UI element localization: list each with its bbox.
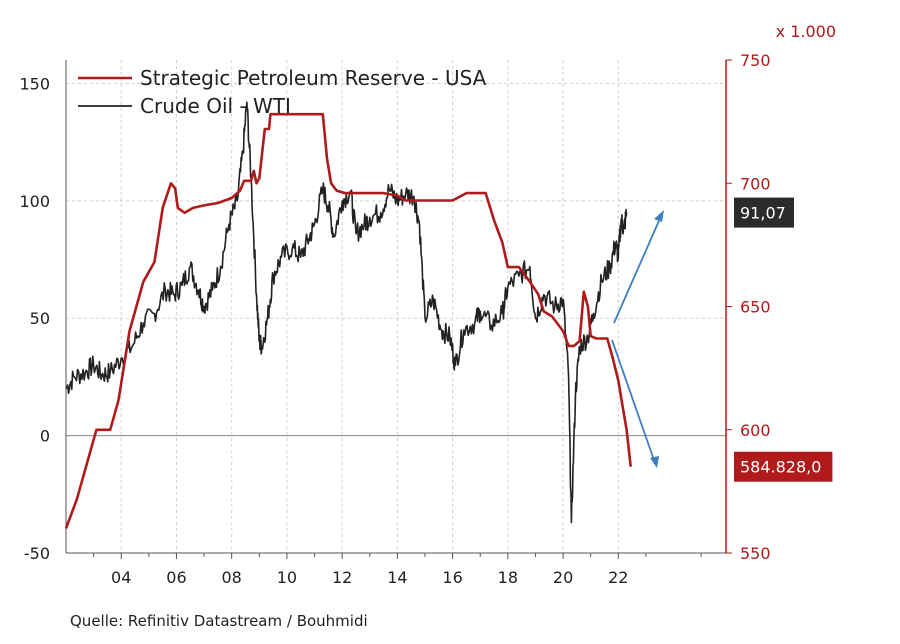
last-value-badges: 91,07 584.828,0 [734,197,833,482]
series-line-strategic-petroleum-reserve [64,112,632,529]
right-tick-label: 750 [740,51,771,70]
left-tick-label: 50 [30,309,50,328]
upward-arrow-head [654,210,664,222]
legend-label: Strategic Petroleum Reserve - USA [140,66,487,90]
last-value-badge-spr-box [734,451,833,482]
legend-label: Crude Oil - WTI [140,94,291,118]
left-tick-label: -50 [24,544,50,563]
upward-arrow [613,213,663,324]
last-value-badge-wti: 91,07 [740,204,786,223]
x-tick-label: 04 [111,568,131,587]
right-tick-label: 550 [740,544,771,563]
right-axis-multiplier: x 1.000 [776,22,836,41]
axes [65,59,732,559]
x-tick-label: 22 [608,568,628,587]
right-tick-label: 700 [740,174,771,193]
left-tick-label: 150 [19,74,50,93]
series-layer [64,101,632,529]
source-note: Quelle: Refinitiv Datastream / Bouhmidi [70,612,368,630]
forecast-arrows [611,210,664,468]
x-tick-label: 16 [442,568,462,587]
left-tick-label: 0 [40,427,50,446]
x-tick-label: 20 [553,568,573,587]
x-tick-label: 12 [332,568,352,587]
left-tick-label: 100 [19,192,50,211]
downward-arrow-head [650,456,659,468]
last-value-badge-spr: 584.828,0 [740,458,821,477]
right-tick-label: 650 [740,298,771,317]
downward-arrow [611,339,656,464]
x-tick-label: 14 [387,568,407,587]
legend: Strategic Petroleum Reserve - USA Crude O… [78,66,487,118]
x-tick-label: 08 [222,568,242,587]
x-tick-label: 18 [498,568,518,587]
gridlines [66,60,726,554]
x-tick-label: 10 [277,568,297,587]
x-tick-label: 06 [166,568,186,587]
last-value-badge-wti-box [734,197,794,228]
tick-labels: 04 06 08 10 12 14 16 18 20 22 150 100 50 0 -50 750 700 65… [19,51,770,587]
right-tick-label: 600 [740,421,771,440]
series-line-crude-oil-wti [65,101,628,524]
